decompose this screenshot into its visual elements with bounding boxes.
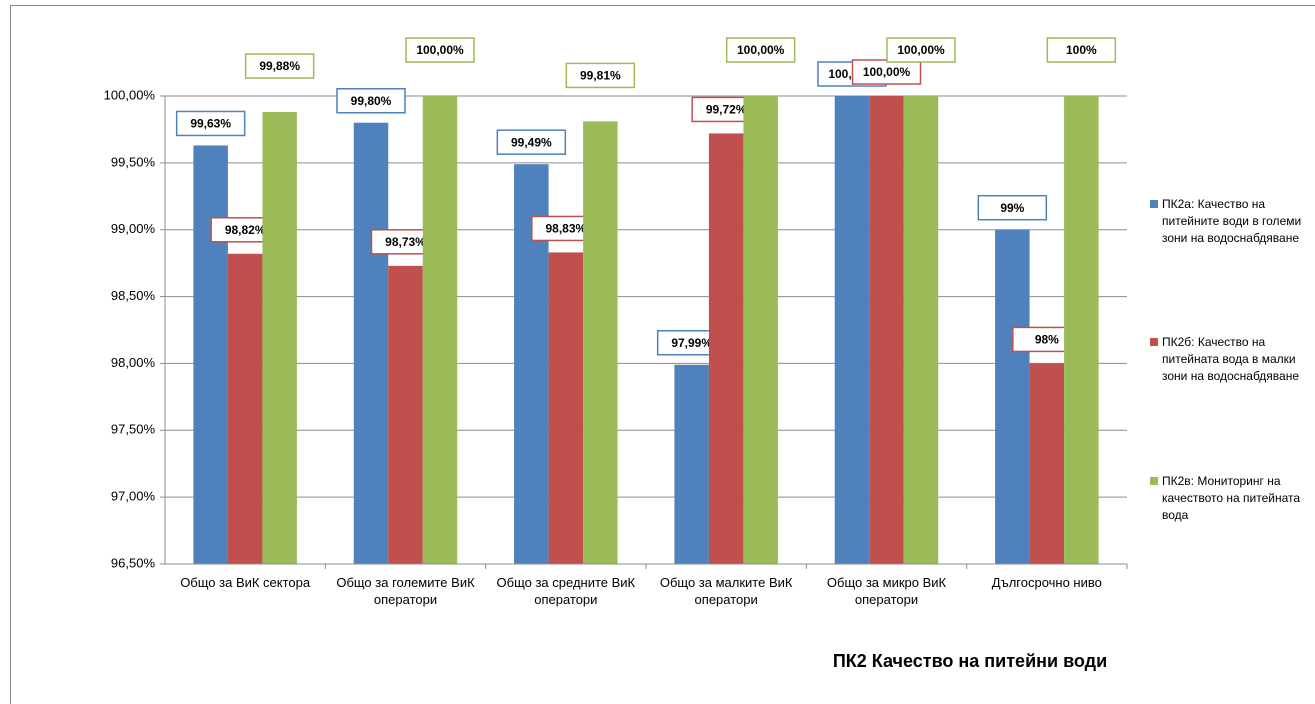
y-tick-label: 97,00% (111, 489, 156, 504)
bar (422, 96, 458, 564)
x-tick-label: Общо за средните ВиК оператори (496, 575, 636, 607)
value-label-box (851, 59, 922, 85)
value-label: 98,82% (225, 223, 266, 237)
legend-item: ПК2в: Мониторинг на качеството на питейн… (1150, 473, 1310, 524)
value-label-box (175, 110, 246, 137)
x-tick-label: Общо за ВиК сектора (180, 575, 311, 590)
value-label: 100,00% (863, 65, 911, 79)
y-tick-label: 99,50% (111, 154, 156, 169)
bar (743, 96, 778, 564)
value-label: 98% (1035, 333, 1059, 347)
value-label-box (405, 37, 475, 63)
bar (193, 145, 228, 564)
value-label: 99,80% (351, 94, 392, 108)
value-label-box (977, 194, 1048, 221)
bar (548, 252, 584, 564)
value-label: 99,81% (580, 69, 621, 83)
value-label-box (886, 37, 956, 63)
value-label: 98,83% (545, 222, 586, 236)
x-tick-label: Общо за микро ВиК оператори (826, 575, 947, 607)
bar (903, 96, 939, 564)
value-label: 100% (1066, 43, 1097, 57)
bar (388, 265, 423, 564)
value-label: 100,00% (737, 43, 785, 57)
chart-title: ПК2 Качество на питейни води (832, 651, 1108, 671)
bar (1029, 363, 1065, 564)
value-label: 100,00% (897, 43, 945, 57)
legend-label: ПК2а: Качество на питейните води в голем… (1162, 197, 1302, 245)
value-label: 97,99% (671, 336, 712, 350)
bar (834, 96, 870, 564)
value-label: 99% (1000, 201, 1024, 215)
bar (353, 122, 389, 564)
x-tick-label: Дългосрочно ниво (991, 575, 1102, 590)
y-tick-label: 96,50% (111, 555, 156, 570)
bar (583, 121, 618, 565)
value-label: 98,73% (385, 235, 426, 249)
value-label: 99,63% (190, 117, 231, 131)
value-label-box (244, 53, 315, 79)
value-label-box (336, 87, 406, 114)
value-label-box (496, 129, 567, 155)
bar (869, 96, 904, 564)
bar (995, 229, 1030, 564)
bar (674, 364, 709, 564)
bar (227, 253, 263, 565)
bar (1064, 96, 1099, 564)
x-tick-label: Общо за малките ВиК оператори (659, 575, 793, 607)
legend-item: ПК2б: Качество на питейната вода в малки… (1150, 334, 1310, 385)
value-label-box (565, 62, 636, 89)
legend-label: ПК2б: Качество на питейната вода в малки… (1162, 335, 1300, 383)
bar (262, 112, 297, 564)
x-tick-label: Общо за големите ВиК оператори (336, 575, 475, 607)
legend-swatch (1150, 200, 1158, 208)
y-tick-label: 100,00% (104, 87, 156, 102)
legend-swatch (1150, 477, 1158, 485)
y-tick-label: 98,00% (111, 355, 156, 370)
value-label: 99,49% (511, 135, 552, 149)
value-label: 100,00% (416, 43, 464, 57)
value-label: 99,72% (706, 103, 747, 117)
value-label-box (725, 37, 796, 63)
y-tick-label: 99,00% (111, 221, 156, 236)
y-tick-label: 97,50% (111, 422, 156, 437)
chart-border (10, 5, 1315, 704)
legend-swatch (1150, 338, 1158, 346)
bar (708, 133, 744, 564)
legend-item: ПК2а: Качество на питейните води в голем… (1150, 196, 1310, 247)
y-tick-label: 98,50% (111, 288, 156, 303)
value-label: 99,88% (259, 59, 300, 73)
legend-label: ПК2в: Мониторинг на качеството на питейн… (1162, 474, 1301, 522)
value-label-box (1046, 37, 1117, 63)
